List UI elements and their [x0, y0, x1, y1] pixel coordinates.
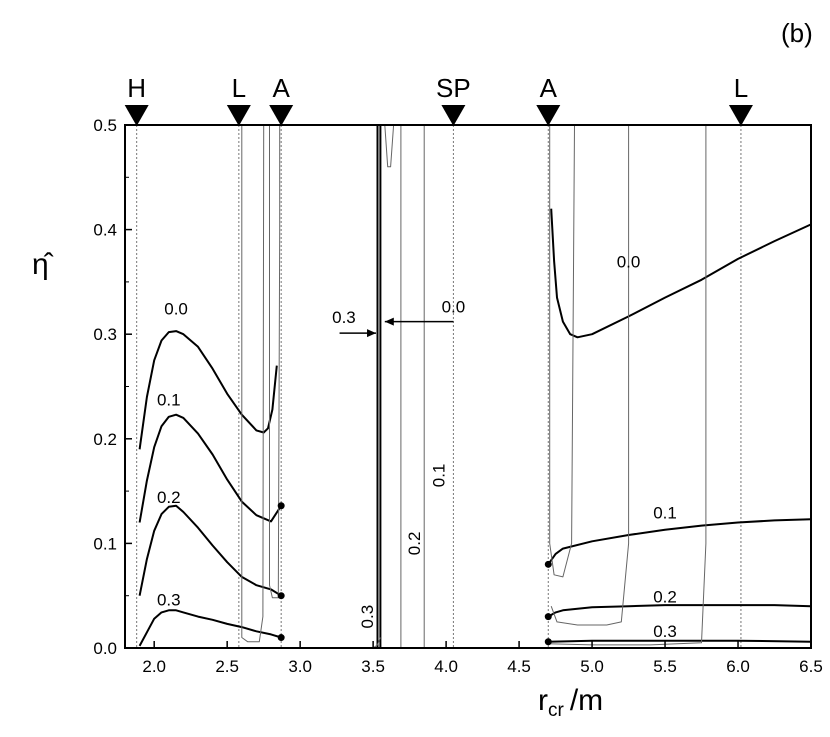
marker-triangle — [441, 105, 466, 126]
x-tick-label: 2.5 — [215, 657, 239, 676]
curve-label: 0.1 — [157, 391, 181, 410]
curve-thin-right-0.1 — [549, 124, 575, 578]
arrows — [339, 317, 454, 338]
arrow-head — [367, 329, 377, 338]
marker-triangle — [124, 105, 149, 126]
y-tick-label: 0.0 — [93, 639, 117, 658]
curve-thin-right-0.2 — [550, 125, 630, 626]
endpoint-dot — [277, 634, 285, 642]
curve-thin-right-0.3 — [548, 125, 707, 646]
curve-right-0.3 — [548, 639, 812, 643]
x-axis-unit: /m — [570, 684, 603, 717]
curve-label: 0.0 — [617, 253, 641, 272]
x-tick-label: 5.5 — [653, 657, 677, 676]
plot-frame — [124, 124, 812, 649]
x-tick-label: 5.0 — [580, 657, 604, 676]
curve-label: 0.3 — [653, 622, 677, 641]
curve-left-0.2 — [138, 504, 282, 597]
x-tick-label: 3.0 — [288, 657, 312, 676]
curve-label: 0.1 — [430, 464, 449, 488]
x-tick-label: 6.5 — [799, 657, 823, 676]
marker-triangle — [269, 105, 294, 126]
y-tick-label: 0.4 — [93, 221, 117, 240]
curve-label: 0.0 — [442, 298, 466, 317]
x-tick-label: 4.0 — [434, 657, 458, 676]
y-tick-label: 0.2 — [93, 430, 117, 449]
reference-lines — [136, 125, 742, 648]
curve-labels: 0.0 0.1 0.2 0.3 0.0 0.1 0.2 0.3 0.3 0.0 0.1 0.2 0.3 — [157, 253, 677, 641]
marker-label: L — [734, 73, 748, 103]
endpoint-dot — [544, 638, 552, 646]
curve-left-0.3 — [138, 609, 282, 647]
curve-label: 0.2 — [653, 587, 677, 606]
arrow-head — [384, 317, 394, 326]
endpoint-dot — [544, 560, 552, 568]
curve-thin-center-0.3 — [372, 637, 381, 649]
panel-label: (b) — [781, 18, 813, 48]
x-tick-label: 2.0 — [142, 657, 166, 676]
curve-thin-left-b — [269, 125, 281, 599]
curve-right-0.0 — [550, 208, 812, 339]
x-axis-title: rcr/m — [538, 684, 603, 721]
curve-thin-center-0.2 — [384, 124, 395, 168]
curve-label: 0.3 — [358, 605, 377, 629]
marker-label: H — [127, 73, 146, 103]
endpoint-dot — [277, 592, 285, 600]
endpoint-dot — [277, 502, 285, 510]
curve-label: 0.2 — [157, 488, 181, 507]
curve-label: 0.3 — [157, 590, 181, 609]
curve-right-0.1 — [547, 518, 812, 565]
curve-left-0.0 — [138, 330, 278, 450]
x-tick-label: 4.5 — [507, 657, 531, 676]
marker-triangle — [226, 105, 251, 126]
marker-label: A — [273, 73, 291, 103]
y-axis-title: η̂ — [32, 248, 54, 281]
endpoint-dot — [544, 613, 552, 621]
marker-label: A — [540, 73, 558, 103]
top-markers: H L A SP A L — [124, 73, 753, 126]
y-tick-label: 0.1 — [93, 534, 117, 553]
curve-label: 0.3 — [332, 308, 356, 327]
curve-label: 0.2 — [405, 532, 424, 556]
x-tick-label: 6.0 — [726, 657, 750, 676]
marker-label: SP — [436, 73, 471, 103]
curve-right-0.2 — [547, 604, 812, 618]
curves — [138, 124, 812, 649]
x-axis-symbol: r — [538, 684, 548, 717]
curve-thin-left-a — [241, 124, 265, 643]
x-tick-label: 3.5 — [361, 657, 385, 676]
marker-triangle — [536, 105, 561, 126]
curve-left-0.1 — [138, 413, 283, 523]
x-axis-subscript: cr — [548, 700, 565, 721]
curve-label: 0.1 — [653, 504, 677, 523]
marker-triangle — [728, 105, 753, 126]
curve-label: 0.0 — [164, 300, 188, 319]
y-tick-label: 0.3 — [93, 325, 117, 344]
marker-label: L — [232, 73, 246, 103]
axis-ticks: 2.0 2.5 3.0 3.5 4.0 4.5 5.0 5.5 6.0 6.50.00.10.20… — [93, 116, 822, 676]
y-tick-label: 0.5 — [93, 116, 117, 135]
